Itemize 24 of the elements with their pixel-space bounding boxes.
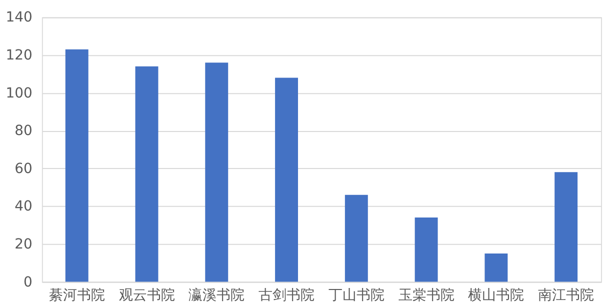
y-tick-label: 40	[14, 198, 32, 215]
x-tick-label: 丁山书院	[328, 287, 384, 304]
bar	[135, 66, 158, 282]
y-tick-label: 80	[14, 123, 32, 140]
x-tick-label: 横山书院	[468, 287, 524, 304]
bar	[344, 194, 368, 282]
bar	[275, 78, 298, 282]
bar	[414, 218, 438, 282]
x-tick-label: 观云书院	[118, 287, 175, 304]
x-tick-label: 綦河书院	[48, 287, 105, 304]
y-tick-label: 20	[14, 236, 32, 252]
y-tick-label: 100	[6, 85, 32, 102]
bar	[65, 49, 88, 282]
x-tick-label: 古剑书院	[258, 287, 315, 304]
y-tick-label: 0	[24, 274, 32, 290]
x-tick-label: 玉棠书院	[398, 287, 454, 304]
bar	[554, 172, 578, 282]
y-tick-label: 140	[6, 10, 32, 26]
bar	[205, 62, 228, 282]
x-tick-label: 南江书院	[538, 287, 594, 304]
y-tick-label: 120	[6, 48, 32, 64]
y-tick-label: 60	[14, 160, 32, 177]
bar	[484, 253, 508, 282]
x-tick-label: 瀛溪书院	[188, 287, 245, 304]
